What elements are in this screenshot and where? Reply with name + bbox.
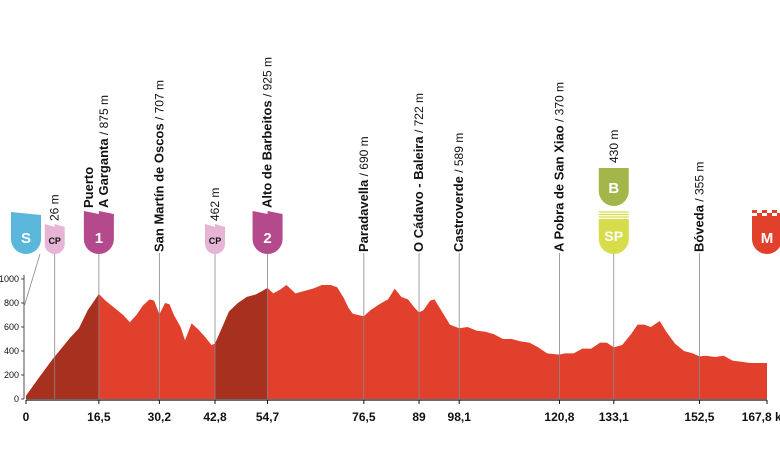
mountain-crown-icon — [252, 211, 283, 216]
badge-letter: M — [761, 230, 774, 247]
checkpoint-name: Paradavella — [356, 179, 371, 252]
badge-sprint-letter: SP — [604, 228, 623, 244]
climb-section — [215, 288, 268, 399]
checkpoint-name-line2: A Garganta / 875 m — [96, 95, 111, 208]
x-tick-label: 120,8 — [544, 410, 574, 424]
y-tick-label: 600 — [4, 322, 19, 332]
checkpoint-altitude: 462 m — [208, 188, 222, 221]
checkpoint-name: Bóveda — [691, 204, 706, 252]
climb-section — [26, 294, 99, 399]
mountain-crown-icon — [205, 224, 226, 229]
y-axis: 0 200 400 600 800 1000 — [0, 253, 41, 404]
badge-cp — [44, 229, 65, 254]
checkpoint-altitude: / 722 m — [412, 93, 426, 136]
y-tick-label: 0 — [14, 394, 19, 404]
checkpoint-label: A Pobra de San Xiao / 370 m — [551, 82, 566, 252]
x-tick-label: 54,7 — [256, 410, 280, 424]
checkpoint-label: Bóveda / 355 m — [691, 162, 706, 252]
mountain-crown-icon — [83, 211, 114, 216]
checkpoint-name: O Cádavo - Baleira — [411, 136, 426, 252]
checkpoint-altitude: / 370 m — [552, 82, 566, 125]
checkpoint-altitude: / 690 m — [357, 136, 371, 179]
checkered-flag-icon — [777, 210, 780, 213]
x-tick-label: 133,1 — [599, 410, 629, 424]
checkered-flag-icon — [752, 210, 757, 213]
x-tick-label: 89 — [412, 410, 426, 424]
y-tick-label: 1000 — [0, 274, 19, 284]
checkered-flag-icon — [777, 213, 780, 216]
checkered-flag-icon — [757, 213, 762, 216]
badge-finish — [752, 216, 780, 254]
checkered-flag-icon — [772, 213, 777, 216]
checkpoint-altitude: / 925 m — [261, 57, 275, 100]
checkered-flag-icon — [767, 213, 772, 216]
x-tick-label: 167,8 km — [742, 410, 780, 424]
checkered-flag-icon — [752, 213, 757, 216]
x-tick-label: 0 — [23, 410, 30, 424]
x-tick-label: 152,5 — [684, 410, 714, 424]
checkpoint-lines — [54, 252, 700, 399]
checkpoint-altitude: / 589 m — [452, 133, 466, 176]
badge-cp-letter: CP — [48, 236, 61, 246]
checkpoint-label: Paradavella / 690 m — [356, 136, 371, 252]
checkpoint-name: Alto de Barbeitos — [260, 100, 275, 208]
checkpoint-altitude: 430 m — [607, 130, 621, 163]
start-connector — [23, 253, 41, 308]
checkered-flag-icon — [757, 210, 762, 213]
checkered-flag-icon — [767, 210, 772, 213]
x-tick-label: 98,1 — [448, 410, 472, 424]
checkpoint-label: San Martín de Oscos / 707 m — [151, 80, 166, 252]
profile-fill — [26, 285, 767, 399]
bonus-top-icon — [598, 168, 629, 171]
badge-bonus-letter: B — [608, 180, 619, 197]
badge-cp-letter: CP — [209, 236, 222, 246]
checkered-flag-icon — [762, 210, 767, 213]
badge-letter: S — [21, 230, 31, 247]
checkpoint-labels: 26 m Puerto A Garganta / 875 m San Martín d… — [48, 57, 707, 252]
checkpoint-label: Alto de Barbeitos / 925 m — [260, 57, 275, 208]
checkered-flag-icon — [772, 210, 777, 213]
x-tick-label: 42,8 — [203, 410, 227, 424]
badge-letter: 1 — [95, 230, 103, 247]
y-tick-label: 200 — [4, 370, 19, 380]
checkpoint-name: A Pobra de San Xiao — [551, 125, 566, 252]
checkpoint-badges: S CP 1 CP 2 B SP M — [11, 168, 780, 255]
badge-climb — [83, 216, 114, 255]
checkpoint-altitude: / 707 m — [152, 80, 166, 123]
badge-start — [11, 216, 41, 254]
checkpoint-label: O Cádavo - Baleira / 722 m — [411, 93, 426, 252]
checkpoint-label: Castroverde / 589 m — [451, 133, 466, 252]
x-axis: 0 16,5 30,2 42,8 54,7 76,5 89 98,1 120,8 133,1 152… — [23, 399, 780, 424]
y-tick-label: 400 — [4, 346, 19, 356]
x-tick-label: 30,2 — [148, 410, 172, 424]
badge-sprint — [598, 219, 629, 255]
checkpoint-name: San Martín de Oscos — [151, 123, 166, 252]
checkpoint-name: Castroverde — [451, 176, 466, 252]
x-tick-label: 76,5 — [352, 410, 376, 424]
badge-letter: 2 — [263, 230, 271, 247]
profile-area — [26, 285, 767, 399]
badge-cp — [205, 229, 226, 254]
mountain-crown-icon — [44, 224, 65, 229]
checkpoint-name: Puerto — [81, 167, 96, 208]
checkpoint-name: A Garganta — [96, 138, 111, 208]
checkered-flag-icon — [762, 213, 767, 216]
checkpoint-altitude: / 875 m — [97, 95, 111, 138]
start-flag-icon — [11, 212, 41, 216]
badge-bonus — [598, 171, 629, 206]
checkpoint-altitude: 26 m — [48, 194, 62, 221]
badge-climb — [252, 216, 283, 254]
x-tick-label: 16,5 — [87, 410, 111, 424]
y-tick-label: 800 — [4, 298, 19, 308]
checkpoint-altitude: / 355 m — [692, 162, 706, 205]
